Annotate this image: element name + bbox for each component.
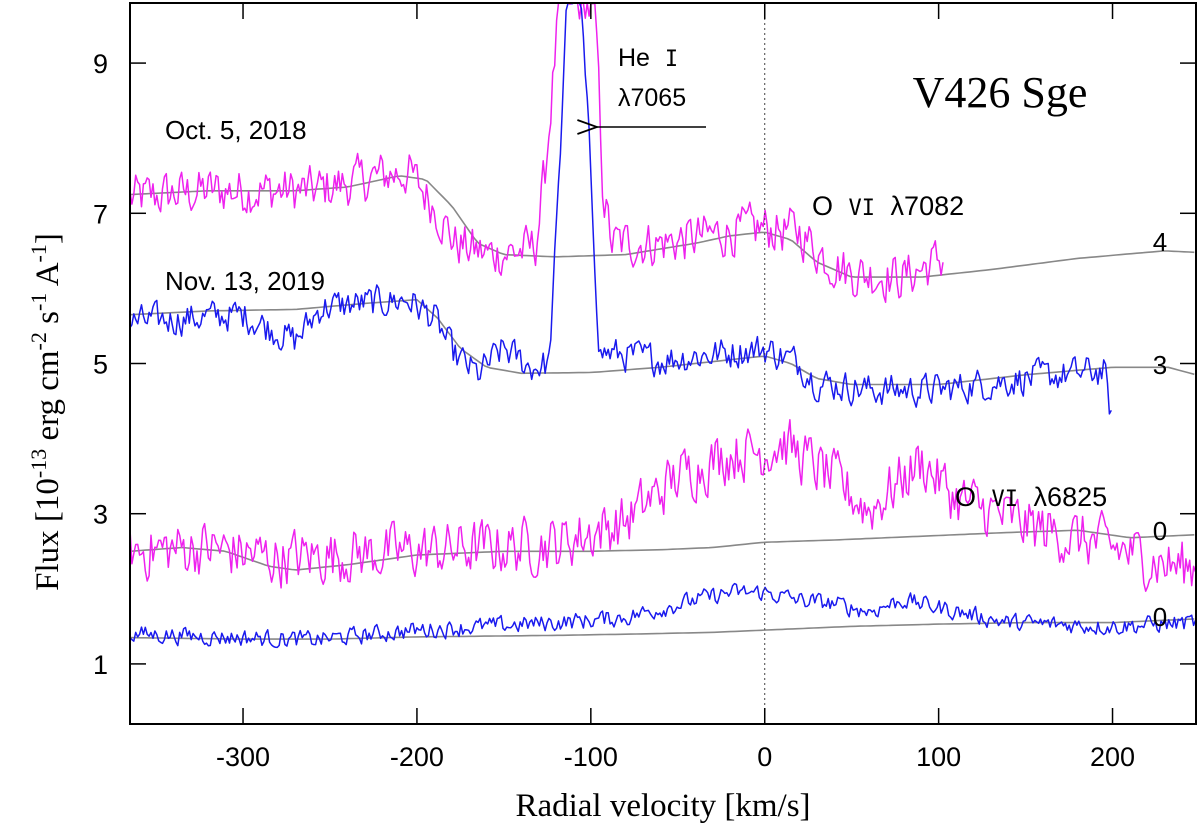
x-tick-label: 200 — [1090, 742, 1135, 772]
y-tick-label: 3 — [93, 500, 108, 530]
label-date-2018: Oct. 5, 2018 — [165, 115, 307, 145]
series-o-vi-6825-oct-5-2018 — [129, 419, 1197, 592]
x-tick-label: -300 — [216, 742, 270, 772]
he-wavelength: λ7065 — [618, 84, 686, 112]
series-model-o-vi-7082-2019 — [129, 298, 1195, 386]
y-label-prefix: Flux [10 — [30, 478, 66, 591]
ovi-7082-wave: λ7082 — [891, 191, 965, 221]
ovi-6825-label: O VI λ6825 — [955, 482, 1107, 512]
series-o-vi-7082-nov-13-2019 — [129, 2, 1112, 415]
label-date-2019: Nov. 13, 2019 — [165, 266, 325, 296]
he-line-label: He I — [618, 44, 678, 72]
x-tick-label: -100 — [564, 742, 618, 772]
y-axis-label: Flux [10-13 erg cm-2 s-1 A-1] — [26, 233, 66, 591]
x-tick-label: 100 — [916, 742, 961, 772]
he-ion: I — [665, 47, 678, 72]
ovi-6825-ion: VI — [992, 487, 1019, 512]
offset-label-3: 3 — [1153, 350, 1167, 380]
x-tick-label: 0 — [757, 742, 772, 772]
y-tick-label: 5 — [93, 350, 108, 380]
ovi-6825-wave: λ6825 — [1034, 482, 1108, 512]
y-label-exp2: -2 — [26, 332, 51, 350]
chart-title: V426 Sge — [913, 68, 1088, 117]
y-label-exp3: -1 — [26, 293, 51, 311]
y-label-exp4: -1 — [26, 244, 51, 262]
offset-label-0-lower: 0 — [1153, 602, 1167, 632]
y-tick-label: 9 — [93, 49, 108, 79]
y-label-mid3: A — [30, 262, 66, 292]
x-tick-label: -200 — [390, 742, 444, 772]
series-o-vi-6825-nov-13-2019 — [129, 582, 1197, 649]
series-o-vi-7082-oct-5-2018 — [129, 2, 944, 304]
offset-label-0-upper: 0 — [1153, 516, 1167, 546]
ovi-7082-label: O VI λ7082 — [812, 191, 964, 221]
y-tick-label: 7 — [93, 199, 108, 229]
ovi-6825-element: O — [955, 482, 976, 512]
series-layer — [129, 2, 1197, 649]
tick-layer: -300 -200 -100 0 100 200 1 3 5 7 9 — [93, 3, 1196, 772]
y-label-mid1: erg cm — [30, 350, 66, 449]
series-model-o-vi-6825-2018 — [129, 529, 1195, 571]
offset-label-4: 4 — [1153, 227, 1167, 257]
y-tick-label: 1 — [93, 650, 108, 680]
y-label-suffix: ] — [30, 233, 66, 244]
ovi-7082-element: O — [812, 191, 833, 221]
ovi-7082-ion: VI — [849, 196, 876, 221]
series-model-o-vi-6825-2019 — [129, 618, 1195, 640]
y-label-mid2: s — [30, 311, 66, 332]
y-label-exp1: -13 — [26, 449, 51, 478]
he-element: He — [618, 44, 650, 72]
x-axis-label: Radial velocity [km/s] — [515, 788, 810, 824]
